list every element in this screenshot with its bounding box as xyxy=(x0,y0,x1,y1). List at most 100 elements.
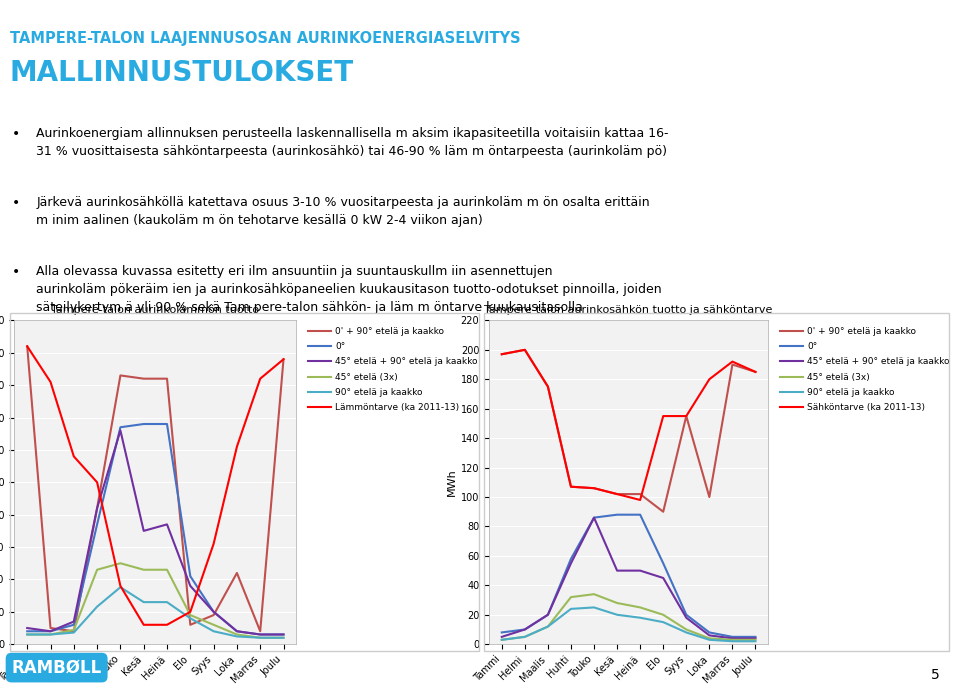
Sähköntarve (ka 2011-13) xyxy=(611,490,622,498)
0° xyxy=(184,572,196,580)
90° etelä ja kaakko xyxy=(278,634,290,642)
Lämmöntarve (ka 2011-13) xyxy=(208,539,220,548)
90° etelä ja kaakko xyxy=(565,605,576,613)
45° etelä + 90° etelä ja kaakko xyxy=(611,566,622,575)
Lämmöntarve (ka 2011-13) xyxy=(231,442,243,451)
90° etelä ja kaakko xyxy=(254,634,266,642)
Line: 90° etelä ja kaakko: 90° etelä ja kaakko xyxy=(27,587,284,638)
45° etelä (3x) xyxy=(496,636,507,644)
0' + 90° etelä ja kaakko xyxy=(91,504,103,513)
90° etelä ja kaakko xyxy=(542,622,553,630)
0° xyxy=(611,511,622,519)
45° etelä (3x) xyxy=(704,634,715,642)
0' + 90° etelä ja kaakko xyxy=(727,360,738,369)
45° etelä + 90° etelä ja kaakko xyxy=(658,574,669,582)
Lämmöntarve (ka 2011-13) xyxy=(254,375,266,383)
45° etelä (3x) xyxy=(138,566,150,574)
Legend: 0' + 90° etelä ja kaakko, 0°, 45° etelä + 90° etelä ja kaakko, 45° etelä (3x), 9: 0' + 90° etelä ja kaakko, 0°, 45° etelä … xyxy=(779,325,951,414)
90° etelä ja kaakko xyxy=(91,602,103,610)
0' + 90° etelä ja kaakko xyxy=(565,482,576,491)
Line: 45° etelä + 90° etelä ja kaakko: 45° etelä + 90° etelä ja kaakko xyxy=(502,517,756,638)
Legend: 0' + 90° etelä ja kaakko, 0°, 45° etelä + 90° etelä ja kaakko, 45° etelä (3x), 9: 0' + 90° etelä ja kaakko, 0°, 45° etelä … xyxy=(307,325,480,414)
90° etelä ja kaakko xyxy=(68,628,80,637)
90° etelä ja kaakko xyxy=(519,633,530,641)
0° xyxy=(727,633,738,641)
0° xyxy=(681,610,692,619)
Line: 45° etelä + 90° etelä ja kaakko: 45° etelä + 90° etelä ja kaakko xyxy=(27,431,284,635)
0' + 90° etelä ja kaakko xyxy=(138,375,150,383)
Line: Sähköntarve (ka 2011-13): Sähköntarve (ka 2011-13) xyxy=(502,350,756,500)
Lämmöntarve (ka 2011-13) xyxy=(184,608,196,616)
45° etelä + 90° etelä ja kaakko xyxy=(635,566,646,575)
90° etelä ja kaakko xyxy=(704,636,715,644)
45° etelä + 90° etelä ja kaakko xyxy=(278,630,290,639)
0° xyxy=(635,511,646,519)
45° etelä (3x) xyxy=(231,630,243,639)
45° etelä (3x) xyxy=(750,636,761,644)
0' + 90° etelä ja kaakko xyxy=(278,355,290,363)
45° etelä + 90° etelä ja kaakko xyxy=(91,504,103,513)
0° xyxy=(704,628,715,637)
Line: 45° etelä (3x): 45° etelä (3x) xyxy=(27,564,284,638)
0' + 90° etelä ja kaakko xyxy=(208,611,220,619)
45° etelä (3x) xyxy=(658,610,669,619)
0' + 90° etelä ja kaakko xyxy=(658,508,669,516)
45° etelä (3x) xyxy=(254,634,266,642)
0° xyxy=(588,513,599,522)
45° etelä (3x) xyxy=(542,622,553,630)
45° etelä (3x) xyxy=(565,593,576,601)
90° etelä ja kaakko xyxy=(611,610,622,619)
0' + 90° etelä ja kaakko xyxy=(704,493,715,501)
Sähköntarve (ka 2011-13) xyxy=(727,358,738,366)
0' + 90° etelä ja kaakko xyxy=(68,627,80,635)
0° xyxy=(208,608,220,616)
Text: •: • xyxy=(12,196,20,210)
90° etelä ja kaakko xyxy=(115,583,127,591)
0' + 90° etelä ja kaakko xyxy=(231,569,243,577)
Line: 0' + 90° etelä ja kaakko: 0' + 90° etelä ja kaakko xyxy=(502,350,756,512)
45° etelä (3x) xyxy=(161,566,173,574)
Line: 90° etelä ja kaakko: 90° etelä ja kaakko xyxy=(502,608,756,641)
0' + 90° etelä ja kaakko xyxy=(496,350,507,358)
45° etelä (3x) xyxy=(635,604,646,612)
0° xyxy=(231,627,243,635)
Lämmöntarve (ka 2011-13) xyxy=(161,621,173,629)
90° etelä ja kaakko xyxy=(184,614,196,622)
45° etelä + 90° etelä ja kaakko xyxy=(681,614,692,622)
0° xyxy=(45,627,57,635)
45° etelä + 90° etelä ja kaakko xyxy=(704,631,715,639)
Lämmöntarve (ka 2011-13) xyxy=(91,478,103,486)
Title: Tampere-talon aurinkosähkön tuotto ja sähköntarve: Tampere-talon aurinkosähkön tuotto ja sä… xyxy=(484,305,773,316)
Text: 5: 5 xyxy=(931,668,940,682)
Sähköntarve (ka 2011-13) xyxy=(588,484,599,493)
Lämmöntarve (ka 2011-13) xyxy=(21,342,33,351)
Line: 0°: 0° xyxy=(502,515,756,637)
0° xyxy=(496,628,507,637)
Sähköntarve (ka 2011-13) xyxy=(635,496,646,504)
45° etelä + 90° etelä ja kaakko xyxy=(21,624,33,633)
45° etelä + 90° etelä ja kaakko xyxy=(184,582,196,590)
Lämmöntarve (ka 2011-13) xyxy=(278,355,290,363)
Lämmöntarve (ka 2011-13) xyxy=(68,452,80,460)
Sähköntarve (ka 2011-13) xyxy=(750,368,761,376)
0° xyxy=(254,630,266,639)
Sähköntarve (ka 2011-13) xyxy=(496,350,507,358)
0' + 90° etelä ja kaakko xyxy=(611,490,622,498)
0' + 90° etelä ja kaakko xyxy=(45,624,57,633)
90° etelä ja kaakko xyxy=(231,633,243,641)
0' + 90° etelä ja kaakko xyxy=(519,346,530,354)
0° xyxy=(161,420,173,428)
45° etelä (3x) xyxy=(68,626,80,634)
0° xyxy=(565,555,576,563)
Text: TAMPERE-TALON LAAJENNUSOSAN AURINKOENERGIASELVITYS: TAMPERE-TALON LAAJENNUSOSAN AURINKOENERG… xyxy=(10,31,520,46)
90° etelä ja kaakko xyxy=(681,628,692,637)
45° etelä + 90° etelä ja kaakko xyxy=(542,610,553,619)
90° etelä ja kaakko xyxy=(588,604,599,612)
0' + 90° etelä ja kaakko xyxy=(681,412,692,420)
0' + 90° etelä ja kaakko xyxy=(588,484,599,493)
45° etelä + 90° etelä ja kaakko xyxy=(588,513,599,522)
0' + 90° etelä ja kaakko xyxy=(542,382,553,391)
90° etelä ja kaakko xyxy=(658,618,669,626)
45° etelä + 90° etelä ja kaakko xyxy=(496,633,507,641)
45° etelä + 90° etelä ja kaakko xyxy=(254,630,266,639)
